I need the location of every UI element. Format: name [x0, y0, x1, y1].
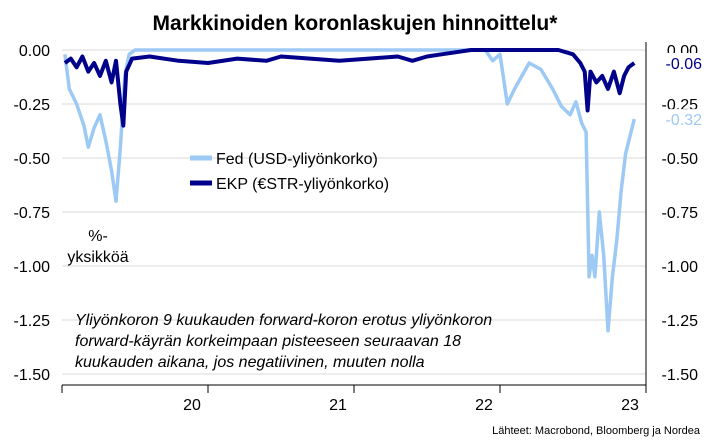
- series-line-fed: [63, 48, 636, 333]
- end-label-bg-fed: [654, 109, 704, 130]
- annotation-note: Yliyönkoron 9 kuukauden forward-koron er…: [75, 312, 492, 371]
- y-tick-label-left: -0.75: [14, 205, 51, 222]
- end-value-labels: -0.06 -0.32: [654, 52, 704, 130]
- y-axis-label-line2: yksikköä: [67, 249, 128, 266]
- y-tick-label-left: 0.00: [19, 43, 50, 60]
- legend-label-ekp: EKP (€STR-yliyönkorko): [216, 176, 389, 193]
- annotation-line-3: kuukauden aikana, jos negatiivinen, muut…: [75, 354, 425, 371]
- x-tick-label: 21: [329, 397, 347, 414]
- source-note: Lähteet: Macrobond, Bloomberg ja Nordea: [492, 425, 701, 437]
- y-tick-label-right: -0.50: [662, 151, 699, 168]
- x-tick-label: 20: [183, 397, 201, 414]
- y-tick-label-left: -1.50: [14, 367, 51, 384]
- annotation-line-1: Yliyönkoron 9 kuukauden forward-koron er…: [75, 312, 492, 329]
- x-tick-label: 23: [621, 397, 639, 414]
- y-tick-label-left: -0.50: [14, 151, 51, 168]
- y-tick-label-right: -1.50: [662, 367, 699, 384]
- x-tick-label: 22: [475, 397, 493, 414]
- end-label-fed: -0.32: [666, 112, 703, 129]
- y-tick-label-left: -0.25: [14, 97, 51, 114]
- annotation-line-2: forward-käyrän korkeimpaan pisteeseen se…: [75, 333, 461, 350]
- end-label-bg-ekp: [654, 52, 704, 73]
- series-layer: [63, 48, 636, 333]
- y-tick-label-left: -1.25: [14, 313, 51, 330]
- left-axis: 0.00 -0.25 -0.50 -0.75 -1.00 -1.25 -1.50: [14, 43, 51, 384]
- legend-label-fed: Fed (USD-yliyönkorko): [216, 151, 378, 168]
- gridlines: [62, 49, 646, 375]
- y-tick-label-right: -1.25: [662, 313, 699, 330]
- y-axis-label-line1: %-: [88, 228, 108, 245]
- legend: Fed (USD-yliyönkorko) EKP (€STR-yliyönko…: [190, 151, 389, 193]
- y-tick-label-right: -0.75: [662, 205, 699, 222]
- y-tick-label-right: -1.00: [662, 259, 699, 276]
- chart-title: Markkinoiden koronlaskujen hinnoittelu*: [153, 12, 559, 35]
- end-label-ekp: -0.06: [666, 56, 703, 73]
- y-tick-label-left: -1.00: [14, 259, 51, 276]
- right-axis: 0.00-0.25-0.50-0.75-1.00-1.25-1.50: [662, 43, 699, 384]
- series-line-ekp: [63, 48, 636, 128]
- x-axis: 20 21 22 23: [61, 42, 647, 414]
